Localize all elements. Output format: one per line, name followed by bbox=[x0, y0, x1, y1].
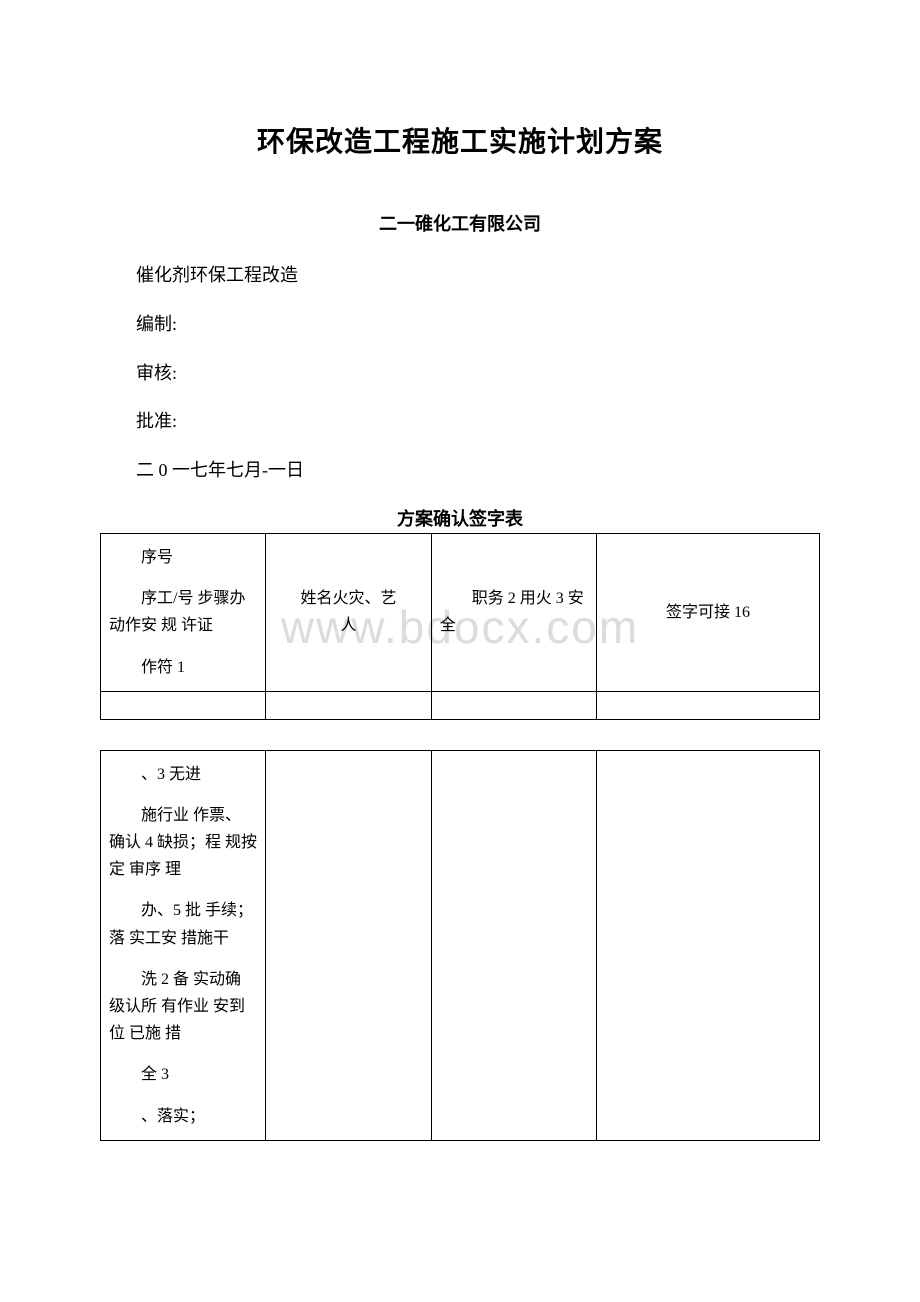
cell-text: 序工/号 步骤办 动作安 规 许证 bbox=[109, 585, 257, 639]
cell-text: 姓名火灾、艺 bbox=[274, 585, 422, 612]
cell-text: 全 3 bbox=[109, 1061, 257, 1088]
table-cell-col2: 姓名火灾、艺 人 bbox=[266, 533, 431, 691]
cell-text: 序号 bbox=[109, 544, 257, 571]
cell-text: 、落实； bbox=[109, 1103, 257, 1130]
table-cell-empty bbox=[597, 750, 820, 1140]
table-cell-empty bbox=[266, 691, 431, 719]
date-line: 二 0 一七年七月-一日 bbox=[100, 456, 820, 485]
cell-text: 洗 2 备 实动确 级认所 有作业 安到位 已施 措 bbox=[109, 966, 257, 1048]
signature-table-1: 序号 序工/号 步骤办 动作安 规 许证 作符 1 姓名火灾、艺 人 职务 2 … bbox=[100, 533, 820, 720]
table-cell-col4: 签字可接 16 bbox=[597, 533, 820, 691]
cell-text: 签字可接 16 bbox=[666, 604, 750, 621]
table-gap bbox=[100, 720, 820, 750]
table-cell-col1: 序号 序工/号 步骤办 动作安 规 许证 作符 1 bbox=[101, 533, 266, 691]
cell-text: 、3 无进 bbox=[109, 761, 257, 788]
table-cell-empty bbox=[431, 691, 596, 719]
cell-text: 职务 2 用火 3 安全 bbox=[440, 585, 588, 639]
table-row: 序号 序工/号 步骤办 动作安 规 许证 作符 1 姓名火灾、艺 人 职务 2 … bbox=[101, 533, 820, 691]
table-row: 、3 无进 施行业 作票、 确认 4 缺损；程 规按定 审序 理 办、5 批 手… bbox=[101, 750, 820, 1140]
approved-by-line: 批准: bbox=[100, 407, 820, 436]
table-cell-col1: 、3 无进 施行业 作票、 确认 4 缺损；程 规按定 审序 理 办、5 批 手… bbox=[101, 750, 266, 1140]
table-cell-empty bbox=[266, 750, 431, 1140]
cell-text: 作符 1 bbox=[109, 654, 257, 681]
table-cell-col3: 职务 2 用火 3 安全 bbox=[431, 533, 596, 691]
table-cell-empty bbox=[101, 691, 266, 719]
reviewed-by-line: 审核: bbox=[100, 359, 820, 388]
company-subtitle: 二一碓化工有限公司 bbox=[100, 210, 820, 236]
table-cell-empty bbox=[431, 750, 596, 1140]
signature-table-2: 、3 无进 施行业 作票、 确认 4 缺损；程 规按定 审序 理 办、5 批 手… bbox=[100, 750, 820, 1141]
cell-text: 人 bbox=[274, 612, 422, 639]
table-title: 方案确认签字表 bbox=[100, 505, 820, 531]
compiled-by-line: 编制: bbox=[100, 310, 820, 339]
main-title: 环保改造工程施工实施计划方案 bbox=[100, 120, 820, 160]
cell-text: 施行业 作票、 确认 4 缺损；程 规按定 审序 理 bbox=[109, 802, 257, 884]
table-row bbox=[101, 691, 820, 719]
project-line: 催化剂环保工程改造 bbox=[100, 261, 820, 290]
document-page: 环保改造工程施工实施计划方案 二一碓化工有限公司 催化剂环保工程改造 编制: 审… bbox=[0, 0, 920, 1201]
cell-text: 办、5 批 手续；落 实工安 措施干 bbox=[109, 897, 257, 951]
table-cell-empty bbox=[597, 691, 820, 719]
